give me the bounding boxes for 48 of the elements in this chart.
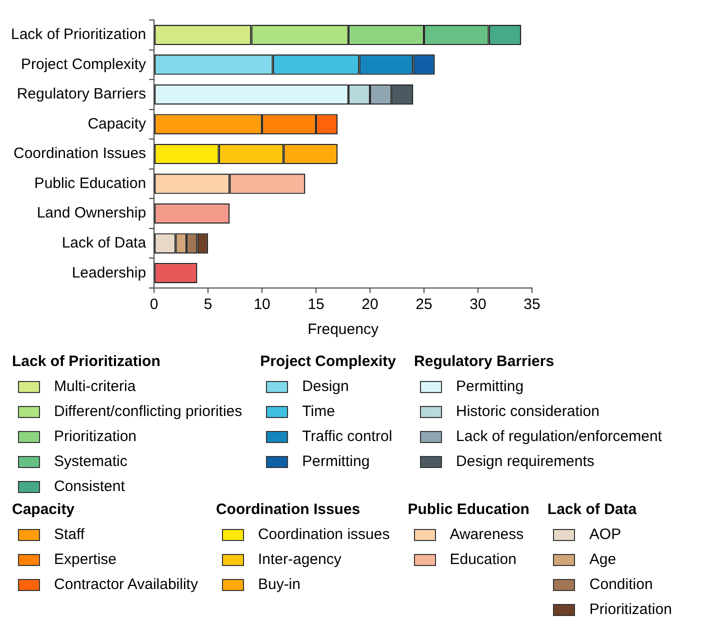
legend-label: Time	[302, 403, 335, 420]
category-label: Public Education	[408, 501, 530, 518]
legend-label: Design requirements	[456, 453, 594, 470]
legend-label: Coordination issues	[258, 526, 390, 543]
legend-label: Staff	[54, 526, 85, 543]
legend-label: Contractor Availability	[54, 576, 198, 593]
x-axis-title: Frequency	[308, 321, 379, 338]
x-tick-label: 30	[470, 296, 486, 314]
y-tick-label: Lack of Data	[62, 234, 147, 252]
legend-label: Buy-in	[258, 576, 300, 593]
legend-label: Prioritization	[54, 428, 137, 445]
y-tick-label: Lack of Prioritization	[10, 26, 146, 44]
category-label: Lack of Data	[547, 501, 637, 518]
legend-label: Prioritization	[589, 601, 672, 618]
x-tick-label: 35	[524, 296, 540, 314]
x-tick-label: 5	[204, 296, 212, 314]
y-tick-label: Regulatory Barriers	[16, 86, 146, 103]
y-tick-label: Leadership	[72, 264, 146, 282]
y-tick-label: Public Education	[34, 174, 146, 192]
category-label: Coordination Issues	[216, 501, 360, 518]
legend-label: Design	[302, 378, 349, 395]
y-tick-label: Capacity	[88, 115, 147, 132]
category-label: Regulatory Barriers	[414, 353, 554, 370]
legend-label: Permitting	[456, 378, 524, 395]
legend-label: Age	[589, 551, 616, 568]
category-label: Project Complexity	[260, 353, 396, 370]
legend-label: Awareness	[450, 526, 524, 543]
legend-label: Multi-criteria	[54, 378, 136, 395]
y-tick-label: Land Ownership	[36, 204, 146, 222]
legend-label: Condition	[589, 576, 653, 593]
legend-label: Lack of regulation/enforcement	[456, 428, 662, 445]
legend-label: Different/conflicting priorities	[54, 403, 242, 420]
legend-label: Expertise	[54, 551, 117, 568]
x-tick-label: 10	[254, 296, 270, 314]
legend-label: Permitting	[302, 453, 370, 470]
x-tick-label: 0	[150, 296, 158, 314]
legend-label: Inter-agency	[258, 551, 342, 568]
legend-label: Historic consideration	[456, 403, 600, 420]
x-tick-label: 20	[362, 296, 378, 314]
x-tick-label: 25	[416, 296, 432, 314]
legend-label: Education	[450, 551, 516, 568]
legend-label: AOP	[589, 526, 622, 543]
legend-label: Systematic	[54, 453, 128, 470]
legend-label: Consistent	[54, 478, 125, 495]
y-tick-label: Coordination Issues	[13, 145, 146, 162]
x-tick-label: 15	[308, 296, 324, 314]
y-tick-label: Project Complexity	[21, 56, 147, 73]
legend-label: Traffic control	[302, 428, 392, 445]
